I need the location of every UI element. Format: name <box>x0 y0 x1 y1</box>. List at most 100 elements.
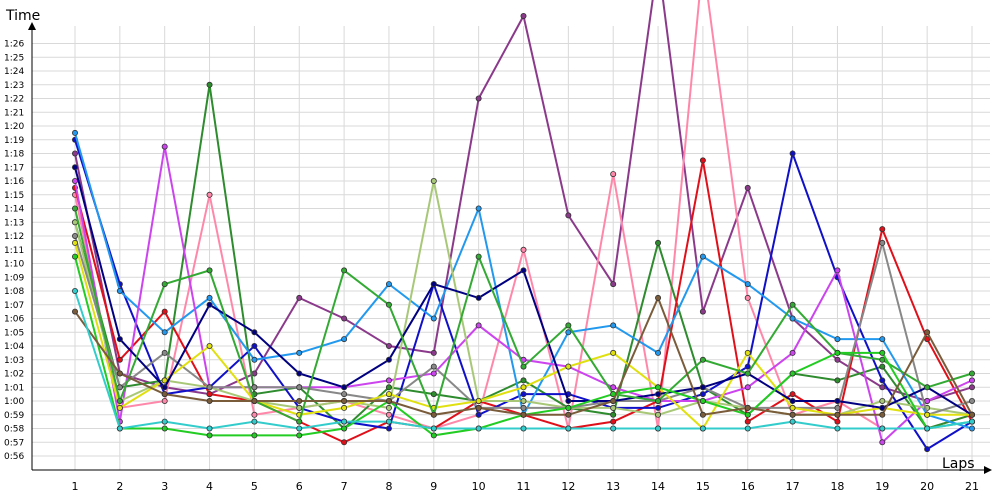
data-point <box>520 425 527 432</box>
data-point <box>610 418 617 425</box>
data-point <box>475 404 482 411</box>
data-point <box>655 239 662 246</box>
x-tick-label: 12 <box>561 480 575 493</box>
data-point <box>72 129 79 136</box>
data-point <box>72 164 79 171</box>
data-point <box>834 267 841 274</box>
data-point <box>789 315 796 322</box>
data-point <box>206 391 213 398</box>
y-tick-label: 1:06 <box>4 315 24 325</box>
x-tick-label: 21 <box>965 480 979 493</box>
data-point <box>610 397 617 404</box>
data-point <box>565 425 572 432</box>
data-point <box>699 308 706 315</box>
x-tick-label: 11 <box>517 480 531 493</box>
data-point <box>161 281 168 288</box>
y-tick-label: 1:02 <box>4 370 24 380</box>
axes: Time Laps <box>5 8 992 474</box>
data-point <box>789 404 796 411</box>
x-tick-label: 14 <box>651 480 665 493</box>
data-point <box>565 404 572 411</box>
data-point <box>341 384 348 391</box>
y-tick-label: 1:03 <box>4 356 24 366</box>
data-point <box>655 384 662 391</box>
data-point <box>341 404 348 411</box>
x-tick-label: 8 <box>385 480 392 493</box>
data-point <box>924 446 931 453</box>
data-point <box>879 377 886 384</box>
data-point <box>699 384 706 391</box>
x-tick-label: 4 <box>206 480 213 493</box>
data-point <box>744 349 751 356</box>
data-point <box>789 349 796 356</box>
x-tick-label: 17 <box>786 480 800 493</box>
data-point <box>699 425 706 432</box>
data-point <box>969 418 976 425</box>
data-point <box>610 411 617 418</box>
data-point <box>341 418 348 425</box>
data-point <box>385 411 392 418</box>
data-point <box>789 418 796 425</box>
y-tick-label: 1:20 <box>4 122 24 132</box>
data-point <box>161 308 168 315</box>
grid <box>32 26 990 470</box>
data-point <box>834 377 841 384</box>
data-point <box>834 397 841 404</box>
y-tick-label: 1:19 <box>4 136 24 146</box>
data-point <box>969 397 976 404</box>
y-axis-arrow <box>28 22 36 30</box>
y-tick-label: 1:18 <box>4 150 24 160</box>
y-tick-label: 1:21 <box>4 108 24 118</box>
data-point <box>834 336 841 343</box>
data-point <box>610 349 617 356</box>
data-point <box>744 370 751 377</box>
data-point <box>699 157 706 164</box>
data-point <box>520 384 527 391</box>
data-point <box>116 404 123 411</box>
data-point <box>161 329 168 336</box>
data-point <box>341 397 348 404</box>
data-point <box>116 287 123 294</box>
data-point <box>430 432 437 439</box>
x-axis-title: Laps <box>942 456 975 472</box>
data-point <box>924 397 931 404</box>
data-point <box>789 301 796 308</box>
data-point <box>206 397 213 404</box>
data-point <box>879 336 886 343</box>
data-point <box>969 384 976 391</box>
data-point <box>341 315 348 322</box>
data-point <box>744 404 751 411</box>
data-point <box>161 349 168 356</box>
x-axis-arrow <box>984 466 992 474</box>
data-point <box>206 342 213 349</box>
data-point <box>475 205 482 212</box>
y-tick-label: 1:24 <box>4 67 24 77</box>
x-tick-label: 19 <box>875 480 889 493</box>
data-point <box>520 12 527 19</box>
data-point <box>565 363 572 370</box>
data-point <box>565 212 572 219</box>
x-tick-label: 9 <box>430 480 437 493</box>
data-point <box>699 356 706 363</box>
data-point <box>430 391 437 398</box>
data-point <box>655 397 662 404</box>
data-point <box>296 384 303 391</box>
data-point <box>430 370 437 377</box>
data-point <box>879 226 886 233</box>
data-point <box>72 205 79 212</box>
data-point <box>251 411 258 418</box>
data-point <box>924 384 931 391</box>
y-tick-label: 1:10 <box>4 260 24 270</box>
data-point <box>699 253 706 260</box>
data-point <box>206 81 213 88</box>
data-point <box>475 425 482 432</box>
data-point <box>251 432 258 439</box>
data-point <box>879 356 886 363</box>
x-tick-label: 7 <box>341 480 348 493</box>
data-point <box>296 432 303 439</box>
data-point <box>430 425 437 432</box>
data-point <box>206 432 213 439</box>
data-point <box>655 391 662 398</box>
data-point <box>834 404 841 411</box>
